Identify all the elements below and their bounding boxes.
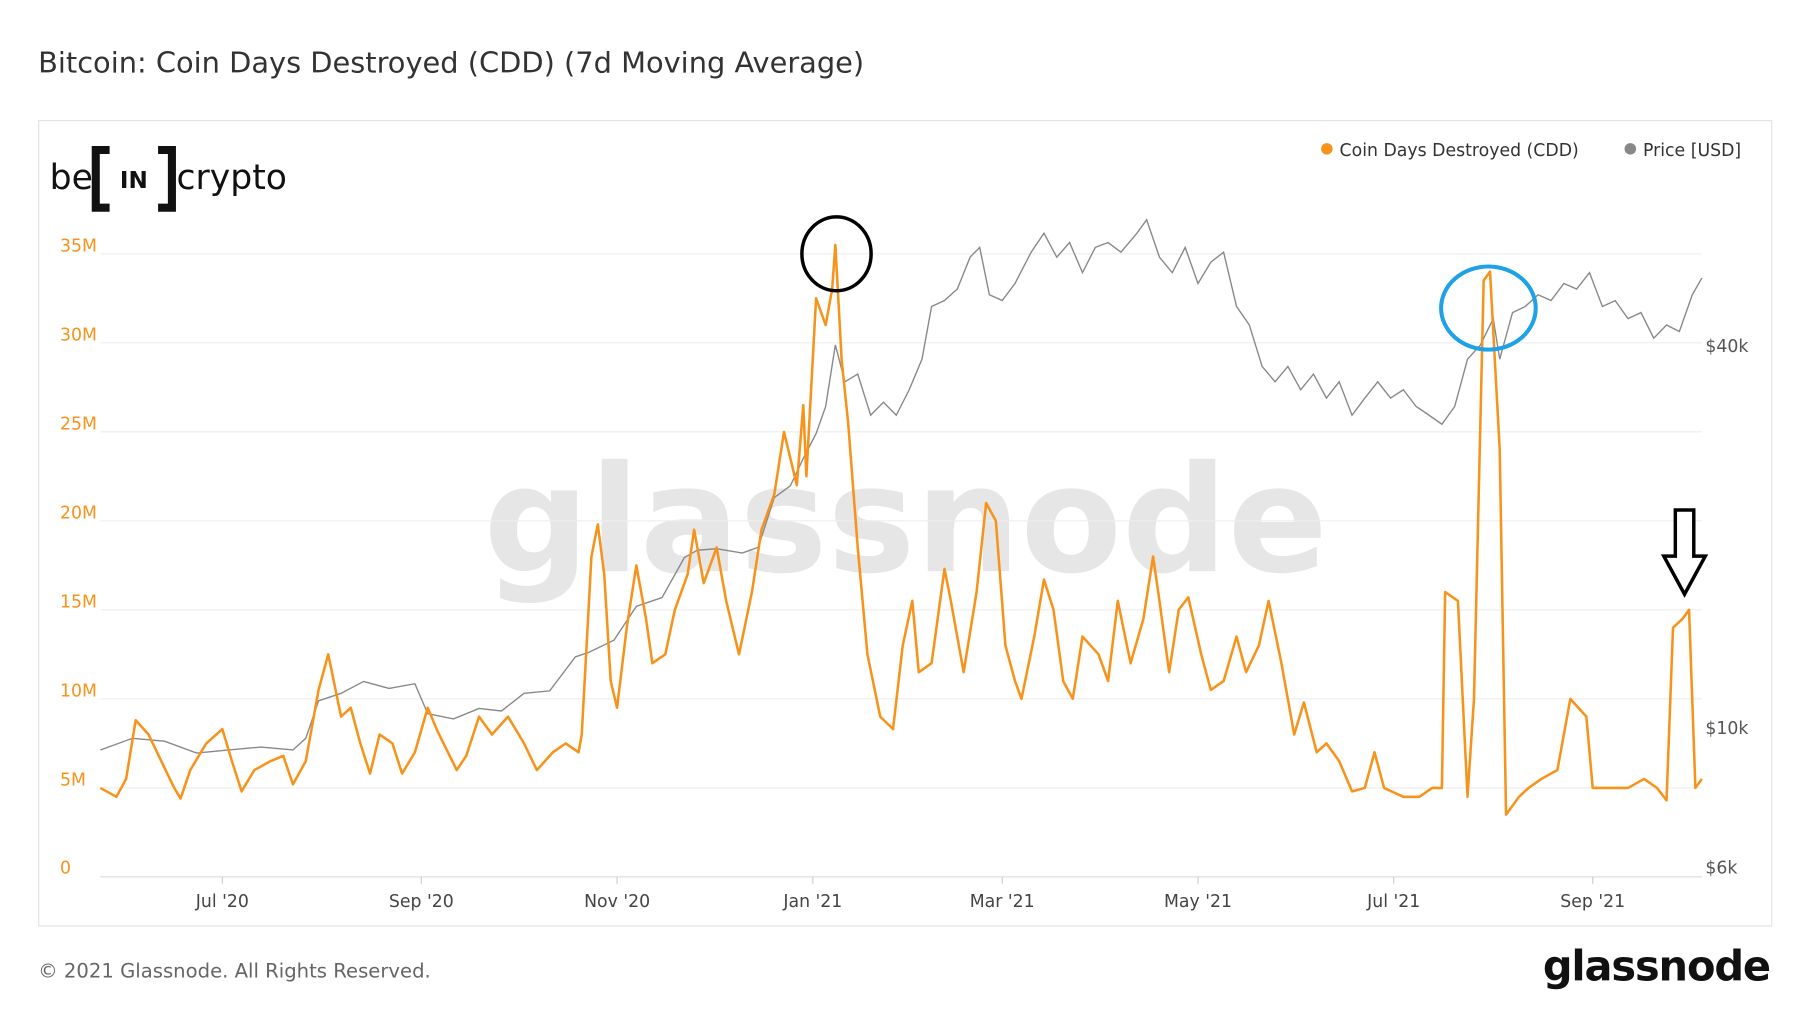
legend-price[interactable]: Price [USD] [1643,141,1741,161]
watermark: glassnode [484,434,1328,606]
legend: Coin Days Destroyed (CDD) Price [USD] [1321,141,1741,161]
price-line [100,218,1703,754]
legend-price-dot [1624,143,1637,155]
x-tick-label: Jul '21 [1366,892,1420,912]
chart-frame [38,119,1773,927]
y-left-tick-label: 5M [60,771,86,791]
legend-cdd[interactable]: Coin Days Destroyed (CDD) [1340,141,1579,161]
legend-cdd-dot [1321,143,1333,155]
x-tick-label: Jan '21 [782,892,842,912]
y-right-tick-label: $6k [1705,858,1737,878]
glassnode-logo: glassnode [1542,943,1771,992]
y-left-tick-label: 25M [60,415,97,435]
x-tick-label: Nov '20 [584,892,650,912]
logo-brackets [91,145,176,212]
y-right-tick-label: $40k [1705,337,1748,357]
y-left-tick-label: 10M [60,682,97,702]
y-left-tick-label: 15M [60,593,97,613]
logo-be: be [50,158,93,198]
y-left-tick-label: 20M [60,504,97,524]
x-tick-label: Sep '20 [389,892,454,912]
black-circle-annotation [800,215,873,293]
beincrypto-logo: be IN crypto [50,145,287,212]
page-title: Bitcoin: Coin Days Destroyed (CDD) (7d M… [38,46,865,80]
x-tick-label: Mar '21 [970,892,1035,912]
y-left-tick-label: 35M [60,236,97,256]
copyright: © 2021 Glassnode. All Rights Reserved. [38,959,431,984]
logo-crypto: crypto [177,158,287,198]
y-right-tick-label: $10k [1705,719,1748,739]
x-tick-label: May '21 [1164,892,1232,912]
x-tick-label: Jul '20 [195,892,249,912]
y-left-tick-label: 0 [60,858,71,878]
blue-circle-annotation [1439,264,1538,352]
cdd-line [99,243,1703,816]
logo-in: IN [120,168,148,194]
down-arrow-annotation [1660,508,1709,598]
x-tick-label: Sep '21 [1560,892,1625,912]
y-left-tick-label: 30M [60,325,97,345]
